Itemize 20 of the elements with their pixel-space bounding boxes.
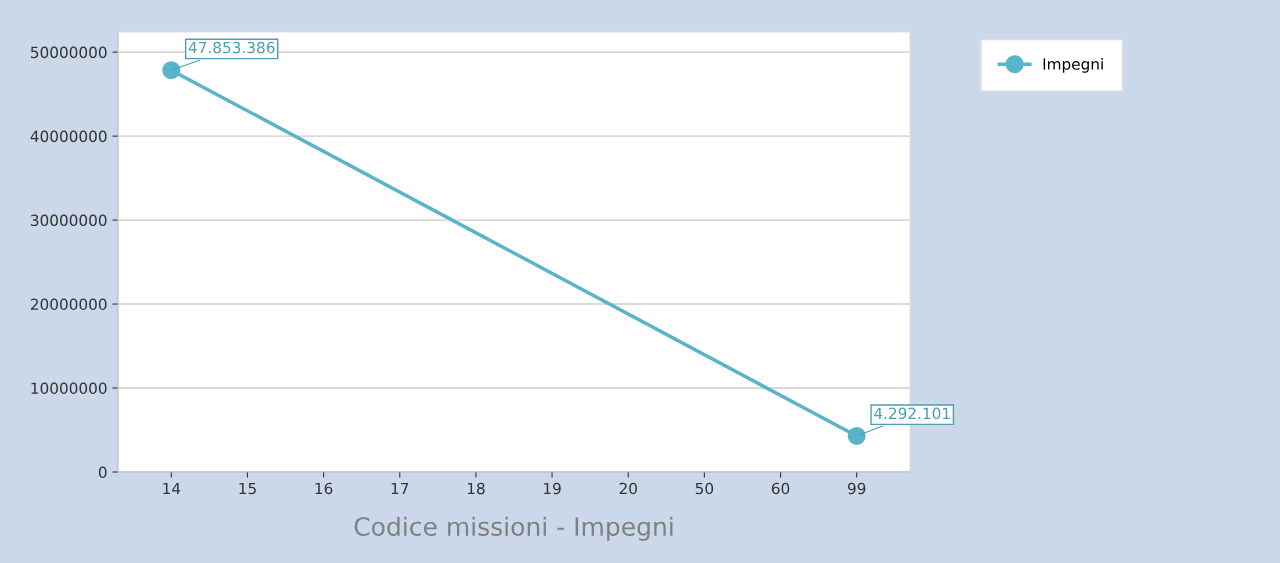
x-tick-label: 14 [163, 482, 181, 495]
x-axis-title: Codice missioni - Impegni [354, 516, 673, 541]
data-label: 47.853.386 [188, 41, 275, 54]
x-tick-label: 50 [695, 482, 714, 495]
y-tick-label: 30000000 [30, 214, 107, 227]
x-tick-label: 17 [391, 482, 409, 495]
legend-label: Impegni [1043, 57, 1103, 73]
y-tick-label: 20000000 [30, 298, 107, 311]
x-tick-label: 15 [239, 482, 256, 495]
x-tick-label: 16 [315, 482, 333, 495]
y-tick-label: 50000000 [31, 46, 107, 59]
x-tick-label: 99 [847, 482, 866, 495]
data-label: 4.292.101 [874, 407, 950, 420]
y-tick-label: 0 [98, 466, 107, 479]
y-tick-label: 40000000 [30, 130, 107, 143]
x-tick-label: 20 [619, 482, 637, 495]
y-tick-label: 10000000 [31, 382, 107, 395]
x-tick-label: 19 [544, 482, 561, 495]
x-tick-label: 60 [771, 482, 790, 495]
x-tick-label: 18 [467, 482, 485, 495]
